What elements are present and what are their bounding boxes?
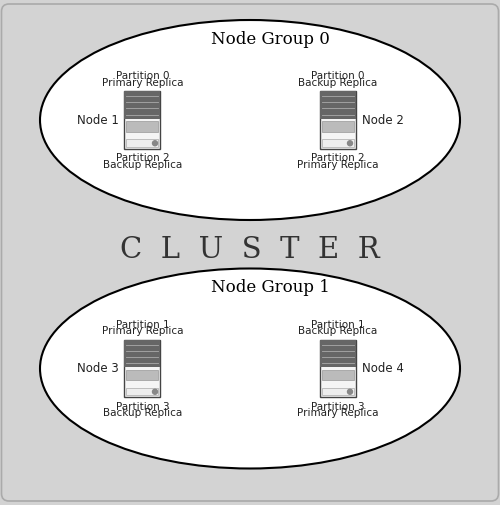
FancyBboxPatch shape [124,340,160,367]
Text: Partition 1: Partition 1 [310,320,364,329]
Text: Partition 3: Partition 3 [116,401,170,412]
Text: Primary Replica: Primary Replica [297,409,378,419]
Text: Partition 1: Partition 1 [116,320,170,329]
Text: Node 4: Node 4 [362,362,404,375]
FancyBboxPatch shape [320,340,356,367]
Text: Backup Replica: Backup Replica [103,160,182,170]
Circle shape [348,389,352,394]
Text: Partition 3: Partition 3 [310,401,364,412]
Text: Backup Replica: Backup Replica [298,327,377,336]
Text: Partition 2: Partition 2 [310,153,364,163]
FancyBboxPatch shape [124,91,160,149]
Text: C  L  U  S  T  E  R: C L U S T E R [120,236,380,264]
Text: Backup Replica: Backup Replica [103,409,182,419]
Text: Node Group 1: Node Group 1 [210,279,330,296]
FancyBboxPatch shape [2,4,498,501]
FancyBboxPatch shape [126,370,158,380]
Text: Partition 0: Partition 0 [116,71,169,81]
Ellipse shape [40,20,460,220]
FancyBboxPatch shape [126,121,158,131]
Text: Primary Replica: Primary Replica [102,78,183,88]
FancyBboxPatch shape [124,340,160,397]
Circle shape [152,389,158,394]
Circle shape [152,141,158,146]
Text: Backup Replica: Backup Replica [298,78,377,88]
Ellipse shape [40,269,460,469]
FancyBboxPatch shape [322,121,354,131]
FancyBboxPatch shape [322,139,354,147]
FancyBboxPatch shape [322,388,354,395]
FancyBboxPatch shape [320,91,356,149]
Text: Partition 0: Partition 0 [311,71,364,81]
Text: Primary Replica: Primary Replica [102,327,183,336]
Text: Node Group 0: Node Group 0 [210,31,330,48]
FancyBboxPatch shape [320,91,356,119]
Text: Partition 2: Partition 2 [116,153,170,163]
Text: Node 2: Node 2 [362,114,404,126]
FancyBboxPatch shape [320,340,356,397]
FancyBboxPatch shape [126,139,158,147]
FancyBboxPatch shape [124,91,160,119]
Circle shape [348,141,352,146]
FancyBboxPatch shape [126,388,158,395]
FancyBboxPatch shape [322,370,354,380]
Text: Node 3: Node 3 [76,362,118,375]
Text: Primary Replica: Primary Replica [297,160,378,170]
Text: Node 1: Node 1 [76,114,118,126]
